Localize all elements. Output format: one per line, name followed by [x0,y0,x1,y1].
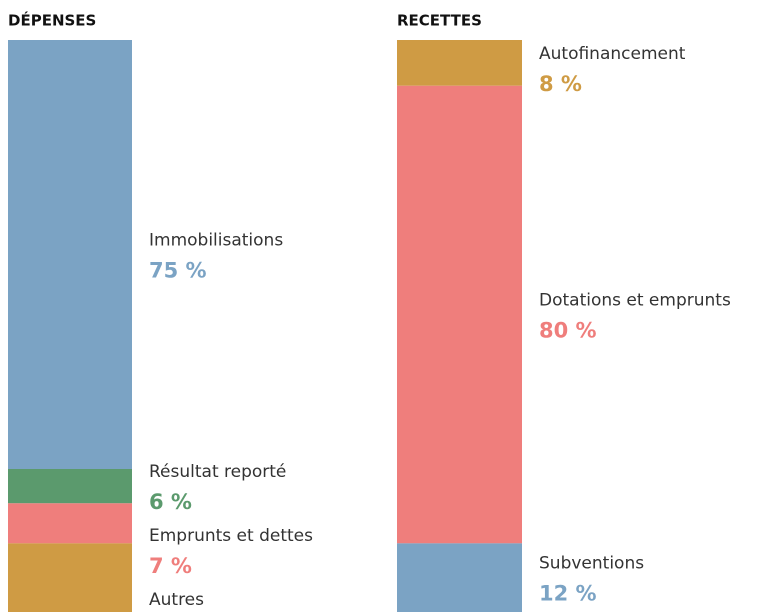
bar-segment [8,469,132,504]
bar-segment [397,543,522,612]
value-label: 6 % [149,490,192,514]
chart-title: DÉPENSES [8,11,96,30]
value-label: 75 % [149,259,207,283]
legend-label: Dotations et emprunts [539,291,731,311]
bar-segment [8,503,132,544]
legend-label: Emprunts et dettes [149,526,313,546]
legend-label: Autofinancement [539,44,686,64]
legend-label: Immobilisations [149,231,283,251]
value-label: 12 % [539,582,597,606]
chart-title: RECETTES [397,12,482,30]
legend-label: Résultat reporté [149,462,286,482]
bar-segment [8,543,132,612]
value-label: 8 % [539,72,582,96]
legend-label: Autres [149,590,204,610]
bar-segment [8,40,132,469]
bar-segment [397,40,522,86]
bar-segment [397,85,522,544]
value-label: 7 % [149,554,192,578]
value-label: 80 % [539,319,597,343]
legend-label: Subventions [539,554,644,574]
